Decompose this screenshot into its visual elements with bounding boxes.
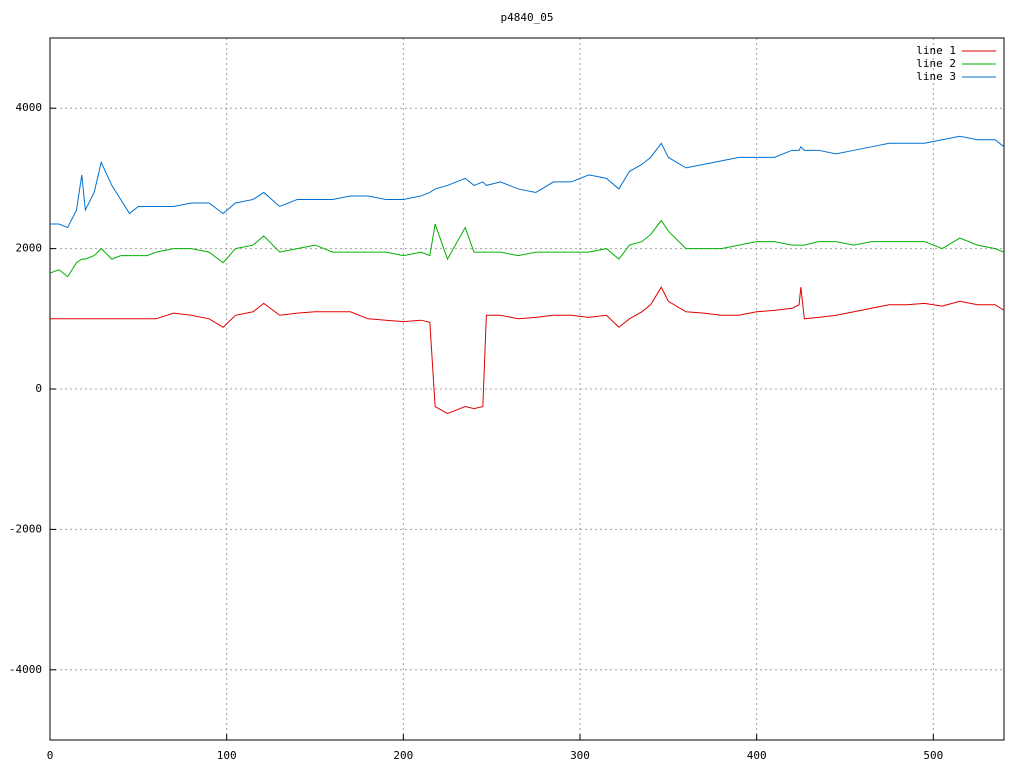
legend-label: line 1 [916,44,956,57]
x-tick-label: 0 [47,749,54,762]
legend-label: line 2 [916,57,956,70]
x-tick-label: 400 [747,749,767,762]
x-tick-label: 300 [570,749,590,762]
y-tick-label: 2000 [16,242,43,255]
y-tick-label: -4000 [9,663,42,676]
plot-border [49,37,1005,741]
x-tick-label: 200 [393,749,413,762]
y-tick-label: 0 [35,382,42,395]
series-line [50,286,1005,415]
series-line [50,135,1005,229]
series-line [49,219,1005,278]
chart-title: p4840_05 [501,11,554,24]
x-tick-label: 100 [217,749,237,762]
legend-label: line 3 [916,70,956,83]
y-tick-label: -2000 [9,522,42,535]
x-tick-label: 500 [923,749,943,762]
y-tick-label: 4000 [16,101,43,114]
